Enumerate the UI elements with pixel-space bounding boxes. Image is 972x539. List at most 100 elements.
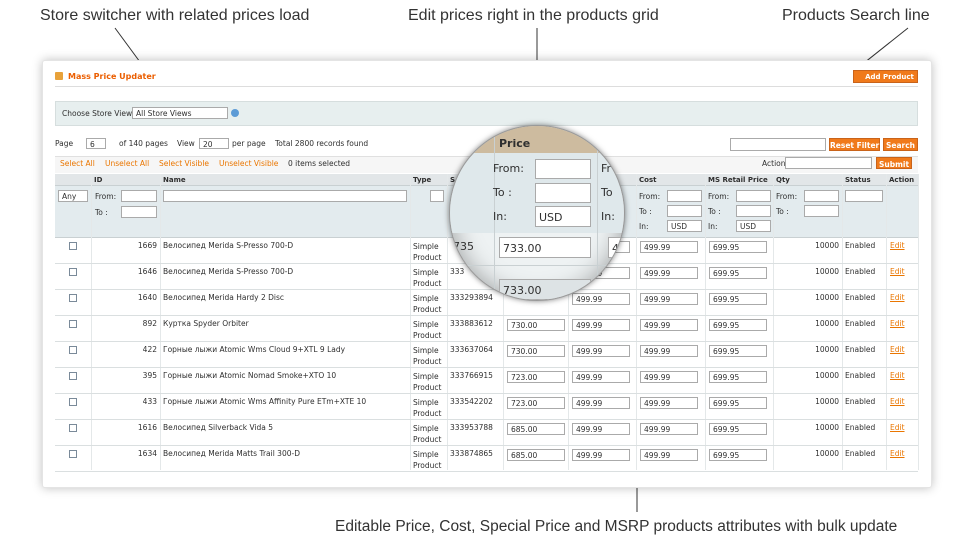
help-icon <box>231 109 239 117</box>
filter-input[interactable] <box>736 190 771 202</box>
page-input[interactable]: 6 <box>86 138 106 149</box>
column-divider <box>842 174 843 470</box>
row-checkbox[interactable] <box>69 450 77 458</box>
cost-input[interactable]: 499.99 <box>640 345 698 357</box>
title-icon <box>55 72 63 80</box>
row-checkbox[interactable] <box>69 346 77 354</box>
any-select[interactable]: Any <box>58 190 88 202</box>
price-input[interactable]: 685.00 <box>507 423 565 435</box>
filter-input[interactable] <box>804 205 839 217</box>
edit-link[interactable]: Edit <box>890 293 905 302</box>
special-input[interactable]: 499.99 <box>572 423 630 435</box>
edit-link[interactable]: Edit <box>890 371 905 380</box>
row-divider <box>55 315 918 316</box>
search-button[interactable]: Search <box>883 138 918 151</box>
magnified-price-header: Price <box>499 137 531 150</box>
product-type: Simple Product <box>413 294 442 314</box>
filter-input[interactable] <box>121 190 157 202</box>
edit-link[interactable]: Edit <box>890 267 905 276</box>
search-input[interactable] <box>730 138 826 151</box>
price-input[interactable]: 685.00 <box>507 449 565 461</box>
cost-input[interactable]: 499.99 <box>640 293 698 305</box>
edit-link[interactable]: Edit <box>890 319 905 328</box>
product-qty: 10000 <box>815 267 839 276</box>
cost-input[interactable]: 499.99 <box>640 397 698 409</box>
price-input[interactable]: 723.00 <box>507 371 565 383</box>
price-input[interactable]: 730.00 <box>507 345 565 357</box>
add-product-button[interactable]: Add Product <box>853 70 918 83</box>
filter-input[interactable] <box>667 205 702 217</box>
edit-link[interactable]: Edit <box>890 449 905 458</box>
massaction-link[interactable]: Select All <box>60 159 95 168</box>
filter-input[interactable] <box>804 190 839 202</box>
filter-input[interactable] <box>736 205 771 217</box>
msrp-input[interactable]: 699.95 <box>709 371 767 383</box>
cost-input[interactable]: 499.99 <box>640 449 698 461</box>
magnified-next-to: To <box>601 186 613 199</box>
special-input[interactable]: 499.99 <box>572 371 630 383</box>
msrp-input[interactable]: 699.95 <box>709 345 767 357</box>
selected-count: 0 items selected <box>288 159 351 168</box>
product-id: 1669 <box>137 241 157 250</box>
special-input[interactable]: 499.99 <box>572 319 630 331</box>
msrp-input[interactable]: 699.95 <box>709 397 767 409</box>
edit-link[interactable]: Edit <box>890 345 905 354</box>
row-checkbox[interactable] <box>69 398 77 406</box>
cost-input[interactable]: 499.99 <box>640 371 698 383</box>
row-checkbox[interactable] <box>69 268 77 276</box>
product-name: Горные лыжи Atomic Wms Cloud 9+XTL 9 Lad… <box>163 345 346 354</box>
msrp-input[interactable]: 699.95 <box>709 319 767 331</box>
status-filter[interactable] <box>845 190 883 202</box>
msrp-input[interactable]: 699.95 <box>709 449 767 461</box>
special-input[interactable]: 499.99 <box>572 397 630 409</box>
price-input[interactable]: 723.00 <box>507 397 565 409</box>
product-status: Enabled <box>845 397 876 406</box>
row-checkbox[interactable] <box>69 424 77 432</box>
special-input[interactable]: 499.99 <box>572 345 630 357</box>
edit-link[interactable]: Edit <box>890 423 905 432</box>
row-divider <box>55 445 918 446</box>
product-sku: 333293894 <box>450 293 493 302</box>
currency-select[interactable]: USD <box>667 220 702 232</box>
filter-input[interactable] <box>667 190 702 202</box>
cost-input[interactable]: 499.99 <box>640 241 698 253</box>
column-divider <box>410 174 411 470</box>
edit-link[interactable]: Edit <box>890 241 905 250</box>
cost-input[interactable]: 499.99 <box>640 267 698 279</box>
cost-input[interactable]: 499.99 <box>640 319 698 331</box>
filter-input[interactable] <box>121 206 157 218</box>
filter-from: From: <box>95 192 117 201</box>
msrp-input[interactable]: 699.95 <box>709 293 767 305</box>
product-type: Simple Product <box>413 450 442 470</box>
row-checkbox[interactable] <box>69 320 77 328</box>
product-name: Куртка Spyder Orbiter <box>163 319 249 328</box>
reset-filter-button[interactable]: Reset Filter <box>829 138 880 151</box>
actions-select[interactable] <box>785 157 872 169</box>
row-checkbox[interactable] <box>69 372 77 380</box>
product-id: 1616 <box>137 423 157 432</box>
massaction-link[interactable]: Select Visible <box>159 159 210 168</box>
type-filter[interactable] <box>430 190 444 202</box>
product-status: Enabled <box>845 319 876 328</box>
magnified-header <box>450 126 624 153</box>
price-input[interactable]: 730.00 <box>507 319 565 331</box>
massaction-link[interactable]: Unselect Visible <box>219 159 279 168</box>
magnified-in: In: <box>493 210 507 223</box>
msrp-input[interactable]: 699.95 <box>709 423 767 435</box>
massaction-link[interactable]: Unselect All <box>105 159 150 168</box>
msrp-input[interactable]: 699.95 <box>709 241 767 253</box>
magnified-from: From: <box>493 162 524 175</box>
submit-button[interactable]: Submit <box>876 157 912 169</box>
cost-input[interactable]: 499.99 <box>640 423 698 435</box>
name-filter[interactable] <box>163 190 407 202</box>
special-input[interactable]: 499.99 <box>572 449 630 461</box>
row-checkbox[interactable] <box>69 294 77 302</box>
store-view-select[interactable]: All Store Views <box>132 107 228 119</box>
row-checkbox[interactable] <box>69 242 77 250</box>
per-page-select[interactable]: 20 <box>199 138 229 149</box>
column-header: Qty <box>776 176 790 184</box>
edit-link[interactable]: Edit <box>890 397 905 406</box>
msrp-input[interactable]: 699.95 <box>709 267 767 279</box>
currency-select[interactable]: USD <box>736 220 771 232</box>
product-qty: 10000 <box>815 397 839 406</box>
